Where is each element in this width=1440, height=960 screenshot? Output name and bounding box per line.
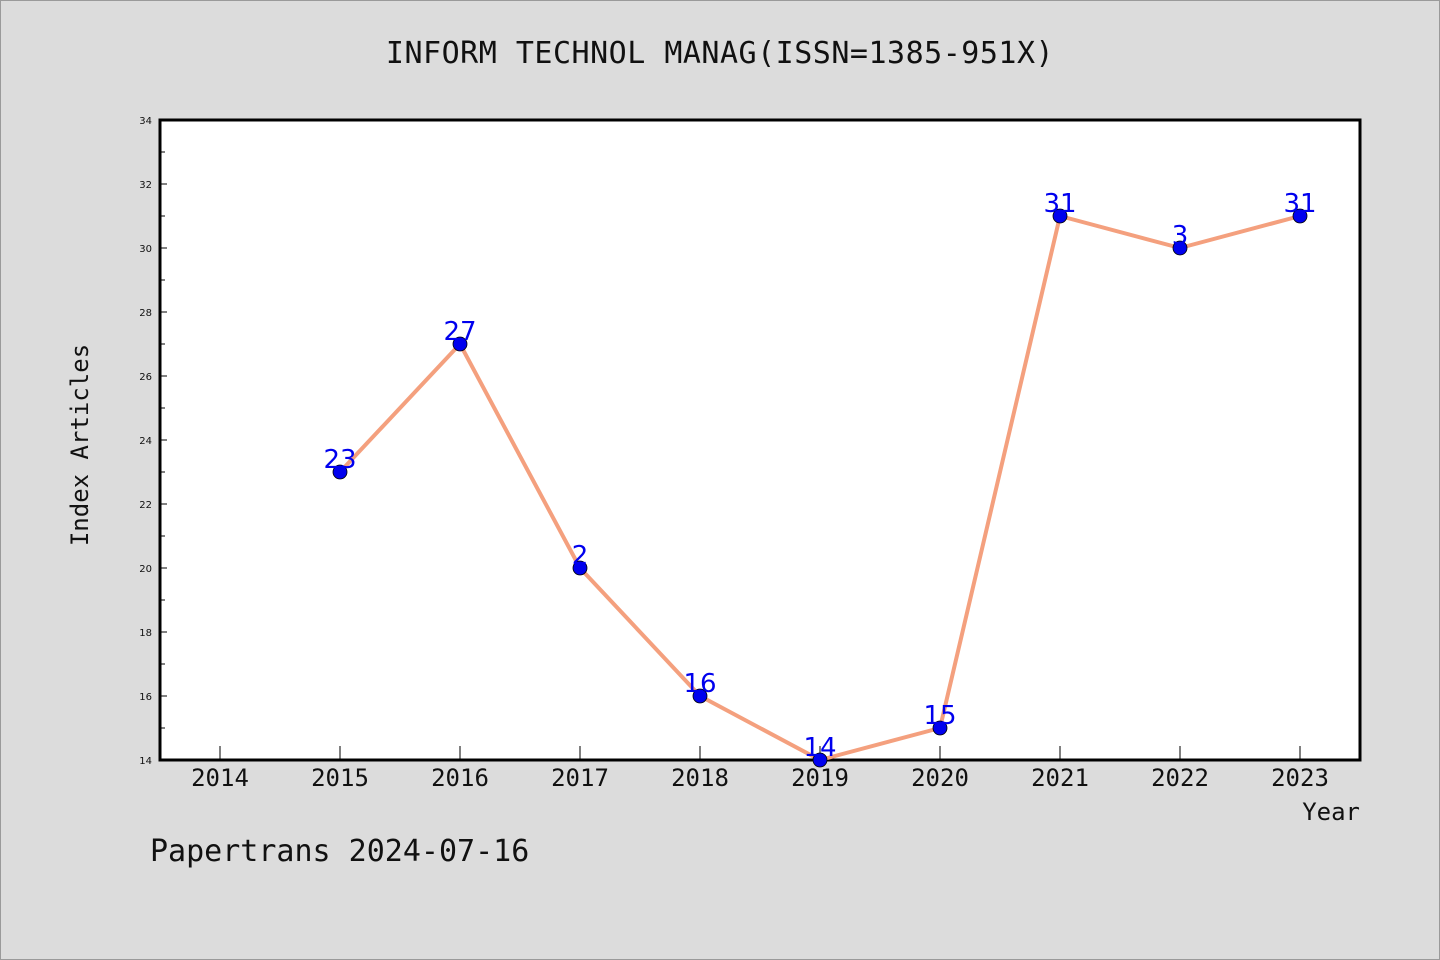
y-tick-label: 32 <box>139 180 152 191</box>
series-layer: 23 27 2 16 14 15 31 3 31 <box>323 189 1317 768</box>
data-point <box>812 752 828 768</box>
y-tick-label: 18 <box>139 628 152 639</box>
data-label: 2 <box>572 541 589 571</box>
x-tick-label: 2016 <box>431 764 489 792</box>
plot-area <box>158 118 1362 762</box>
y-tick-label: 20 <box>139 564 152 575</box>
y-tick-label: 30 <box>139 244 152 255</box>
y-tick-label: 16 <box>139 692 152 703</box>
footer-note: Papertrans 2024-07-16 <box>150 834 530 869</box>
y-tick-label: 34 <box>139 116 152 127</box>
x-axis: 2014 2015 2016 2017 2018 2019 2020 2021 2022 2023 <box>191 746 1329 792</box>
y-tick-label: 28 <box>139 308 152 319</box>
data-label: 16 <box>683 669 716 699</box>
data-label: 14 <box>803 733 836 763</box>
x-tick-label: 2018 <box>671 764 729 792</box>
x-tick-label: 2022 <box>1151 764 1209 792</box>
data-point <box>932 720 948 736</box>
data-point <box>1292 208 1308 224</box>
x-tick-label: 2017 <box>551 764 609 792</box>
data-point <box>452 336 468 352</box>
data-label: 3 <box>1172 221 1189 251</box>
y-axis: 14 16 18 20 22 24 26 28 30 32 34 <box>139 116 167 767</box>
x-tick-label: 2014 <box>191 764 249 792</box>
data-label: 23 <box>323 445 356 475</box>
y-tick-label: 14 <box>139 756 152 767</box>
chart-title: INFORM TECHNOL MANAG(ISSN=1385-951X) <box>385 36 1055 71</box>
x-tick-label: 2015 <box>311 764 369 792</box>
data-point <box>332 464 348 480</box>
x-tick-label: 2020 <box>911 764 969 792</box>
data-label: 31 <box>1283 189 1316 219</box>
data-point <box>1052 208 1068 224</box>
data-label: 15 <box>923 701 956 731</box>
data-label: 27 <box>443 317 476 347</box>
y-tick-label: 24 <box>139 436 152 447</box>
data-point <box>1172 240 1188 256</box>
data-label: 31 <box>1043 189 1076 219</box>
y-tick-label: 22 <box>139 500 152 511</box>
y-axis-label: Index Articles <box>66 344 94 546</box>
data-point <box>572 560 588 576</box>
x-tick-label: 2019 <box>791 764 849 792</box>
data-point <box>692 688 708 704</box>
x-tick-label: 2021 <box>1031 764 1089 792</box>
y-tick-label: 26 <box>139 372 152 383</box>
x-axis-label: Year <box>1302 798 1360 826</box>
x-tick-label: 2023 <box>1271 764 1329 792</box>
